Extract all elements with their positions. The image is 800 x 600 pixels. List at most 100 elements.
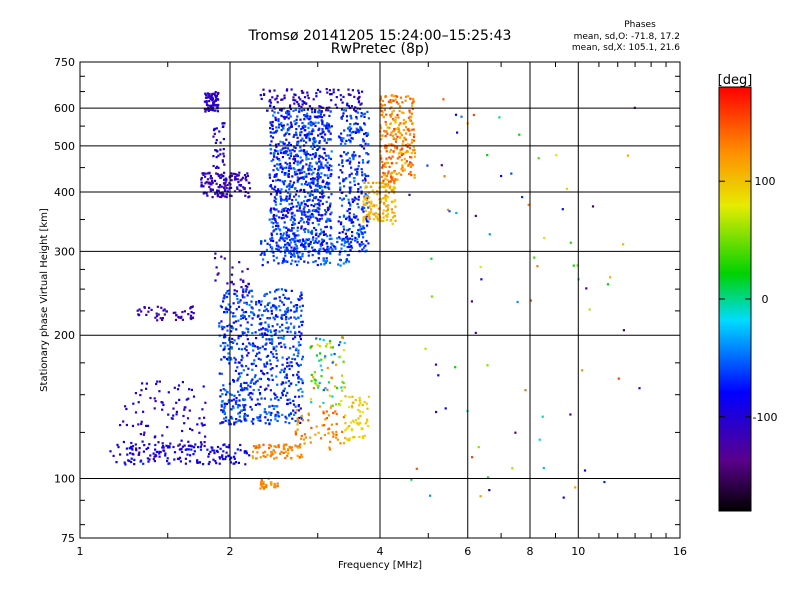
data-point [320,172,323,175]
data-point [332,435,335,438]
data-point [327,167,331,170]
data-point [286,153,290,156]
data-point [349,421,353,424]
data-point [342,178,345,181]
data-point [329,202,332,205]
data-point [275,375,278,378]
data-point [282,445,285,448]
data-point [330,99,333,102]
data-point [237,403,240,407]
data-point [287,229,290,232]
data-point [399,122,402,125]
data-point [325,109,328,112]
data-point [454,113,458,116]
data-point [268,338,271,341]
data-point [357,417,360,420]
data-point [288,106,292,109]
data-point [380,197,383,200]
data-point [274,189,277,192]
data-point [339,188,342,191]
data-point [221,328,224,331]
data-point [406,128,409,131]
data-point [276,396,279,399]
data-point [286,361,289,364]
data-point [278,228,281,231]
data-point [293,146,296,149]
data-point [311,147,314,150]
data-point [292,305,295,308]
data-point [363,206,366,209]
data-point [368,196,371,199]
data-point [300,217,303,220]
data-point [204,435,207,438]
data-point [293,234,296,237]
data-point [301,419,304,422]
data-point [299,320,303,324]
data-point [375,216,378,219]
data-point [285,166,288,169]
data-point [233,356,236,359]
data-point [237,174,240,177]
data-point [288,194,291,197]
data-point [304,245,307,248]
data-point [246,373,249,376]
data-point [258,328,261,332]
data-point [223,336,226,339]
data-point [286,237,289,240]
data-point [315,384,318,387]
data-point [315,184,318,187]
data-point [274,143,278,146]
data-point [288,127,291,130]
data-point [285,231,288,234]
data-point [286,234,289,237]
data-point [307,182,310,185]
data-point [290,262,293,265]
data-point [273,155,276,158]
data-point [148,443,151,446]
data-point [287,117,290,120]
data-point [529,299,532,302]
data-point [230,340,233,344]
data-point [269,127,272,130]
data-point [408,119,412,122]
data-point [339,341,342,344]
data-point [254,354,258,357]
data-point [190,306,193,309]
data-point [281,413,284,416]
data-point [312,376,315,379]
data-point [252,388,255,392]
data-point [290,202,293,205]
data-point [385,189,388,192]
data-point [399,96,403,99]
data-point [397,126,400,129]
data-point [276,419,279,423]
data-point [379,182,382,185]
data-point [375,204,378,207]
data-point [406,145,409,148]
data-point [304,175,307,178]
data-point [263,363,266,366]
data-point [269,152,272,155]
data-point [393,187,396,190]
data-point [181,311,184,314]
data-point [234,173,237,176]
data-point [225,196,228,199]
data-point [346,426,349,429]
data-point [282,181,285,184]
data-point [259,393,262,396]
data-point [247,282,250,285]
data-point [357,423,361,426]
data-point [281,363,284,366]
data-point [334,247,337,250]
data-point [396,178,399,181]
data-point [287,211,290,214]
data-point [174,311,177,314]
data-point [285,89,288,92]
data-point [203,444,206,448]
data-point [268,174,271,177]
data-point [308,210,311,213]
data-point [211,181,214,184]
data-point [303,188,306,192]
data-point [327,123,330,126]
data-point [285,209,288,213]
